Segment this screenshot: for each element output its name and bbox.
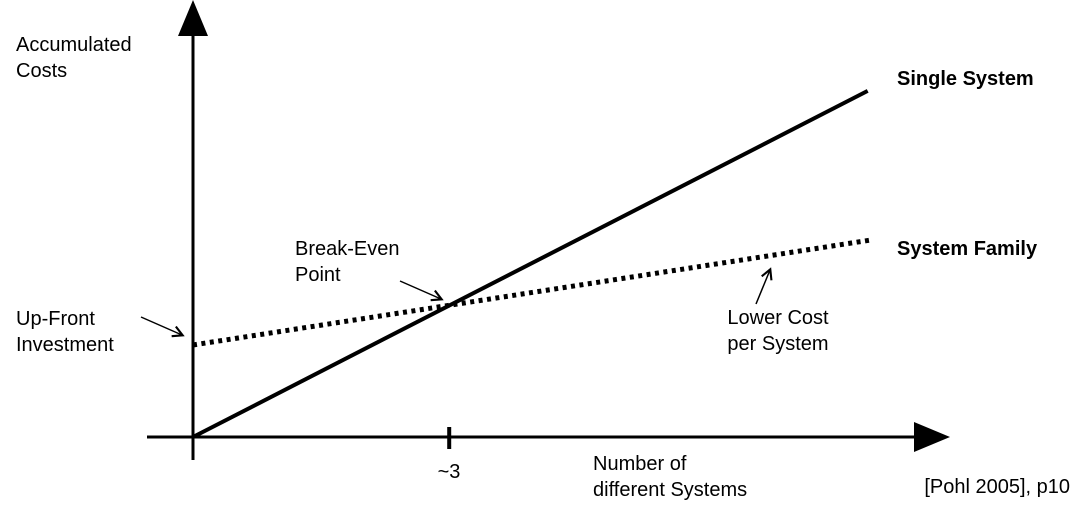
- x-tick-label: ~3: [437, 461, 461, 483]
- y-axis-label: Accumulated Costs: [16, 34, 132, 83]
- single-system-line: [192, 89, 869, 439]
- break-even-annotation: Break-Even Point: [295, 238, 400, 287]
- system-family-line: [192, 237, 873, 348]
- lower-cost-arrow: [755, 267, 773, 305]
- system-family-line-label: System Family: [897, 238, 1038, 260]
- lower-cost-annotation: Lower Cost per System: [727, 307, 829, 356]
- up-front-investment-arrow: [140, 316, 185, 338]
- up-front-investment-annotation: Up-Front Investment: [16, 308, 114, 357]
- break-even-arrow: [399, 280, 444, 302]
- single-system-line-label: Single System: [897, 68, 1034, 90]
- citation: [Pohl 2005], p10: [924, 476, 1070, 498]
- x-axis-label: Number of different Systems: [593, 453, 748, 502]
